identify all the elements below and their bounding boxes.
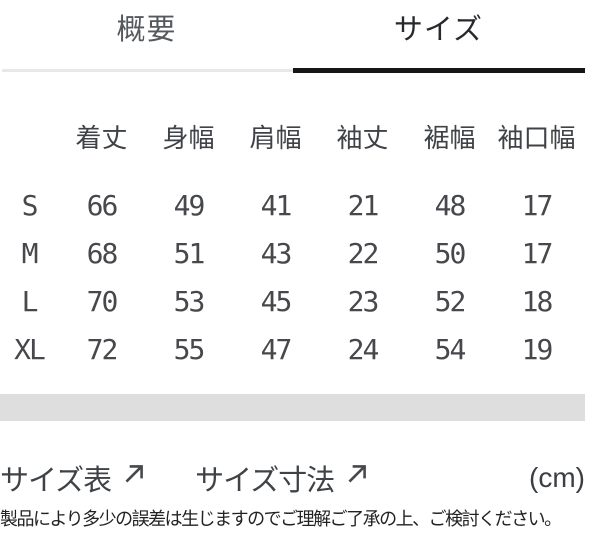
divider-bar	[0, 394, 585, 421]
table-row: M 68 51 43 22 50 17	[0, 230, 580, 278]
value-cell: 52	[434, 285, 467, 318]
value-cell: 43	[260, 237, 293, 270]
value-cell: 24	[347, 333, 380, 366]
size-chart-link[interactable]: サイズ表	[0, 457, 147, 499]
tab-size[interactable]: サイズ	[393, 14, 484, 46]
size-chart-link-label: サイズ表	[0, 465, 112, 497]
column-header: 裾幅	[423, 123, 476, 153]
tab-overview[interactable]: 概要	[116, 14, 177, 46]
tab-bar: 概要 サイズ	[0, 0, 585, 73]
value-cell: 55	[173, 333, 206, 366]
corner-cell	[0, 124, 58, 152]
table-row: S 66 49 41 21 48 17	[0, 182, 580, 230]
size-cell: M	[21, 237, 39, 270]
size-cell: XL	[14, 333, 46, 366]
value-cell: 19	[521, 333, 554, 366]
arrow-up-right-icon	[344, 461, 370, 495]
value-cell: 48	[434, 189, 467, 222]
value-cell: 17	[521, 189, 554, 222]
value-cell: 23	[347, 285, 380, 318]
value-cell: 41	[260, 189, 293, 222]
value-cell: 66	[86, 189, 119, 222]
column-header: 肩幅	[249, 123, 302, 153]
tolerance-notice: 製品により多少の誤差は生じますのでご理解ご了承の上、ご検討ください。	[0, 509, 562, 529]
table-row: L 70 53 45 23 52 18	[0, 278, 580, 326]
value-cell: 45	[260, 285, 293, 318]
size-cell: L	[21, 285, 39, 318]
value-cell: 17	[521, 237, 554, 270]
table-row: XL 72 55 47 24 54 19	[0, 326, 580, 374]
size-dimensions-link[interactable]: サイズ寸法	[195, 457, 370, 499]
column-header: 着丈	[75, 123, 128, 153]
value-cell: 54	[434, 333, 467, 366]
value-cell: 18	[521, 285, 554, 318]
tab-size-underline	[293, 68, 585, 73]
value-cell: 53	[173, 285, 206, 318]
arrow-up-right-icon	[121, 461, 147, 495]
links-row: サイズ表 サイズ寸法 (cm)	[0, 462, 585, 497]
value-cell: 72	[86, 333, 119, 366]
size-dimensions-link-label: サイズ寸法	[195, 465, 335, 497]
value-cell: 49	[173, 189, 206, 222]
unit-label: (cm)	[529, 462, 585, 493]
value-cell: 50	[434, 237, 467, 270]
value-cell: 68	[86, 237, 119, 270]
column-header: 身幅	[162, 123, 215, 153]
value-cell: 21	[347, 189, 380, 222]
tab-overview-underline	[2, 69, 293, 72]
table-header-row: 着丈 身幅 肩幅 袖丈 裾幅 袖口幅	[0, 124, 580, 152]
value-cell: 47	[260, 333, 293, 366]
size-cell: S	[21, 189, 39, 222]
value-cell: 51	[173, 237, 206, 270]
column-header: 袖口幅	[497, 123, 576, 153]
column-header: 袖丈	[336, 123, 389, 153]
value-cell: 70	[86, 285, 119, 318]
value-cell: 22	[347, 237, 380, 270]
size-table: 着丈 身幅 肩幅 袖丈 裾幅 袖口幅 S 66 49 41 21 48 17 M…	[0, 124, 580, 374]
